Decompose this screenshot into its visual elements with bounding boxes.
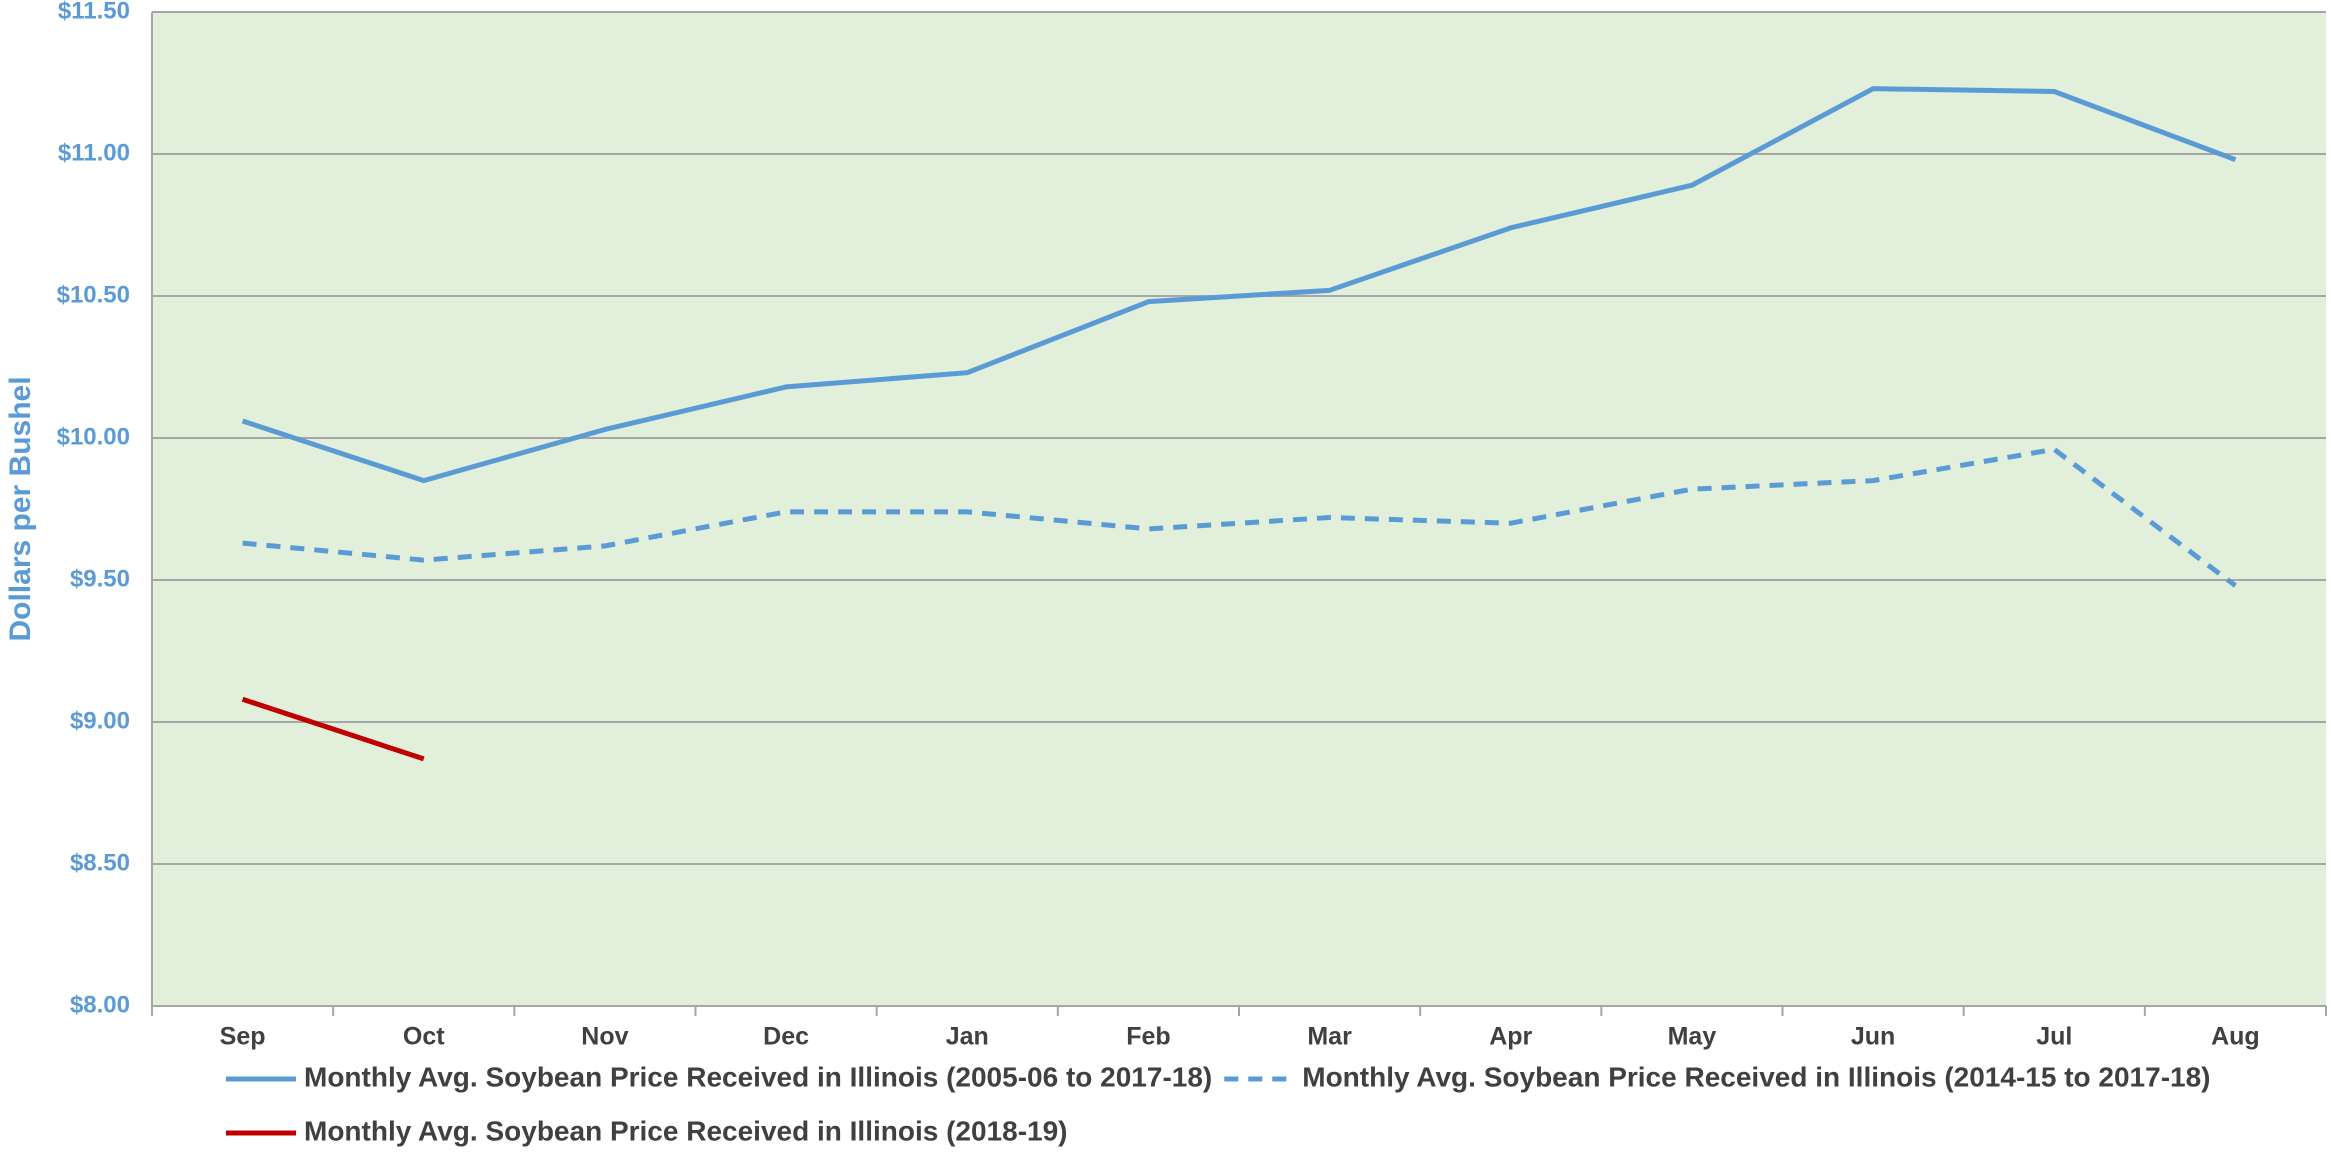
x-tick-label: Jun xyxy=(1851,1023,1895,1051)
legend-label: Monthly Avg. Soybean Price Received in I… xyxy=(1302,1061,2210,1092)
y-tick-label: $11.50 xyxy=(58,0,130,24)
x-tick-label: May xyxy=(1668,1023,1717,1051)
x-tick-label: Dec xyxy=(763,1023,809,1051)
series-line xyxy=(241,86,2237,484)
y-tick-label: $9.00 xyxy=(70,707,130,734)
y-axis-title: Dollars per Bushel xyxy=(4,376,37,641)
legend-label: Monthly Avg. Soybean Price Received in I… xyxy=(304,1115,1068,1146)
x-tick-label: Oct xyxy=(403,1023,445,1051)
x-tick-label: Jul xyxy=(2036,1023,2072,1051)
y-tick-label: $10.50 xyxy=(57,281,130,308)
x-tick-label: Aug xyxy=(2211,1023,2260,1051)
x-tick-label: Nov xyxy=(581,1023,628,1051)
x-tick-label: Sep xyxy=(220,1023,266,1051)
x-tick-label: Feb xyxy=(1126,1023,1170,1051)
y-tick-label: $8.50 xyxy=(70,849,130,876)
y-tick-label: $8.00 xyxy=(70,991,130,1018)
y-tick-label: $9.50 xyxy=(70,565,130,592)
legend-label: Monthly Avg. Soybean Price Received in I… xyxy=(304,1061,1212,1092)
y-tick-label: $10.00 xyxy=(57,423,130,450)
x-tick-label: Apr xyxy=(1489,1023,1532,1051)
x-tick-label: Mar xyxy=(1307,1023,1352,1051)
series-line xyxy=(241,696,425,762)
x-tick-label: Jan xyxy=(946,1023,989,1051)
plot-area xyxy=(152,12,2326,1006)
y-tick-label: $11.00 xyxy=(58,139,130,166)
